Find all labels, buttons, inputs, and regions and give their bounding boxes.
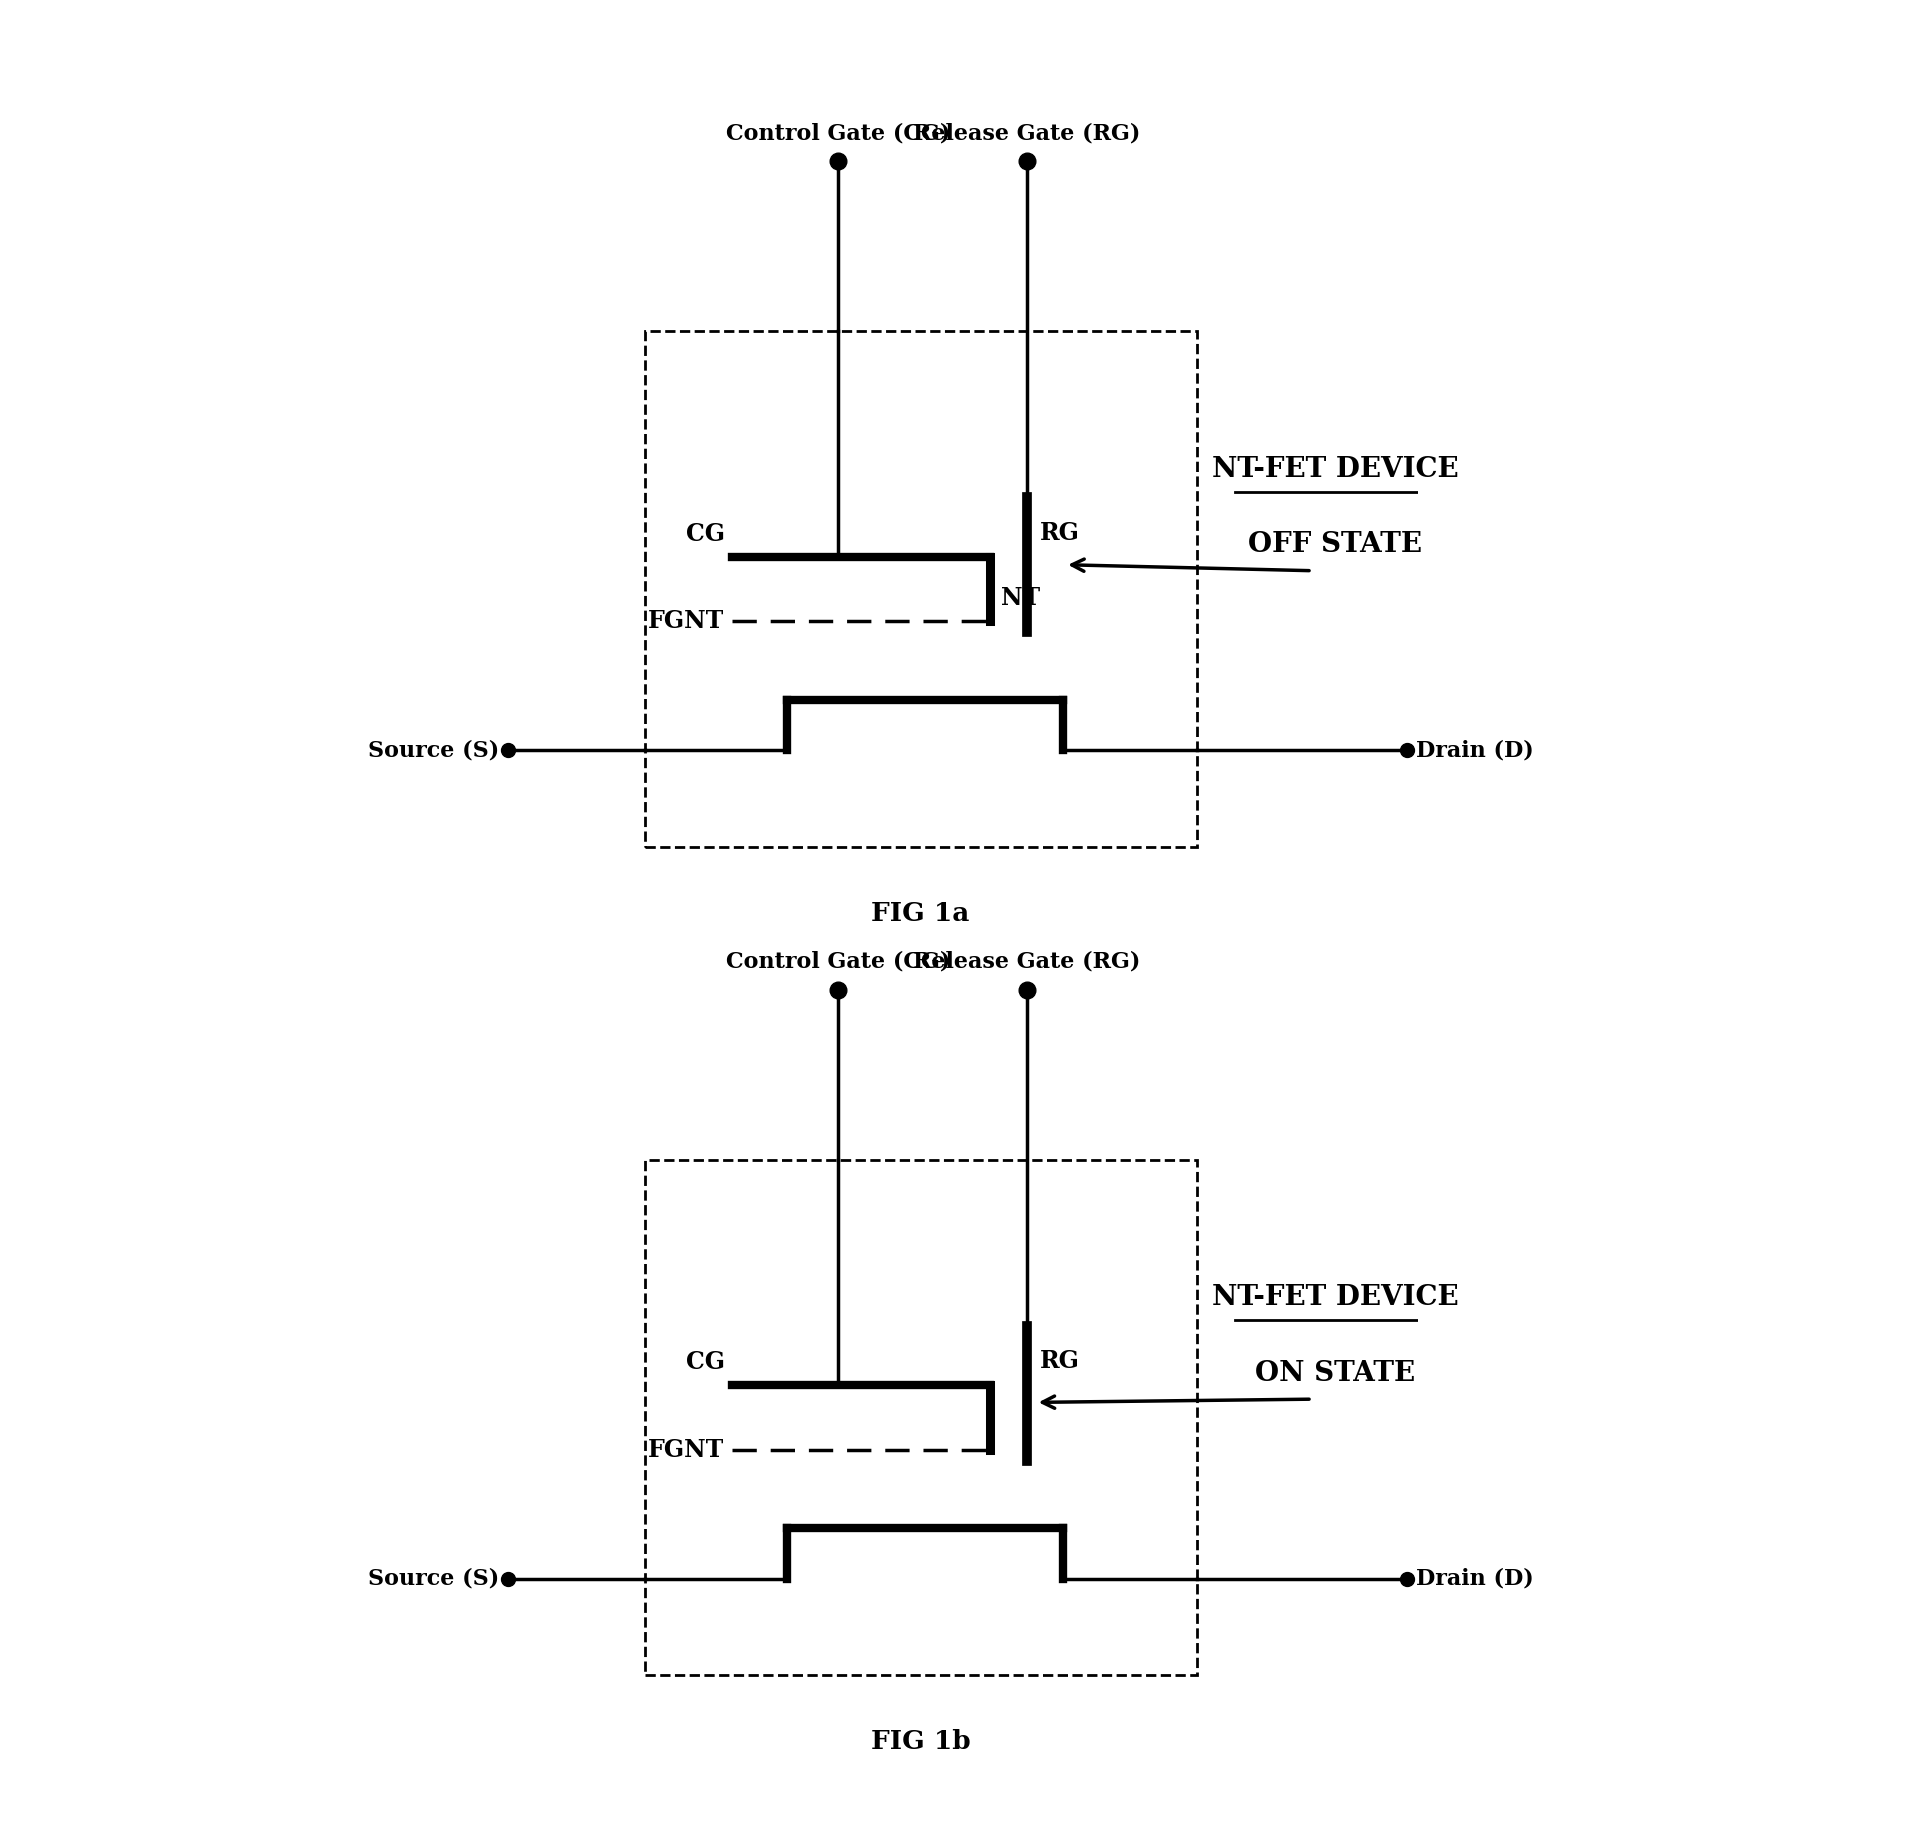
Text: Drain (D): Drain (D) bbox=[1414, 740, 1533, 760]
Text: NT-FET DEVICE: NT-FET DEVICE bbox=[1212, 1285, 1457, 1311]
Text: FGNT: FGNT bbox=[649, 1438, 723, 1462]
Text: Source (S): Source (S) bbox=[367, 740, 500, 760]
Text: NT-FET DEVICE: NT-FET DEVICE bbox=[1212, 457, 1457, 482]
Text: NT: NT bbox=[1001, 585, 1039, 611]
Bar bbox=[645, 1160, 1196, 1675]
Text: CG: CG bbox=[685, 1349, 723, 1373]
Text: RG: RG bbox=[1039, 521, 1079, 545]
Text: RG: RG bbox=[1039, 1349, 1079, 1373]
Text: FIG 1b: FIG 1b bbox=[871, 1729, 970, 1754]
Text: Release Gate (RG): Release Gate (RG) bbox=[913, 952, 1139, 972]
Text: CG: CG bbox=[685, 521, 723, 545]
Text: Control Gate (CG): Control Gate (CG) bbox=[725, 123, 949, 145]
Text: FGNT: FGNT bbox=[649, 609, 723, 633]
Text: Release Gate (RG): Release Gate (RG) bbox=[913, 123, 1139, 145]
Bar bbox=[645, 331, 1196, 847]
Text: Drain (D): Drain (D) bbox=[1414, 1569, 1533, 1589]
Text: Source (S): Source (S) bbox=[367, 1569, 500, 1589]
Text: ON STATE: ON STATE bbox=[1254, 1360, 1414, 1386]
Text: OFF STATE: OFF STATE bbox=[1248, 532, 1422, 558]
Text: Control Gate (CG): Control Gate (CG) bbox=[725, 952, 949, 972]
Text: FIG 1a: FIG 1a bbox=[871, 900, 968, 926]
